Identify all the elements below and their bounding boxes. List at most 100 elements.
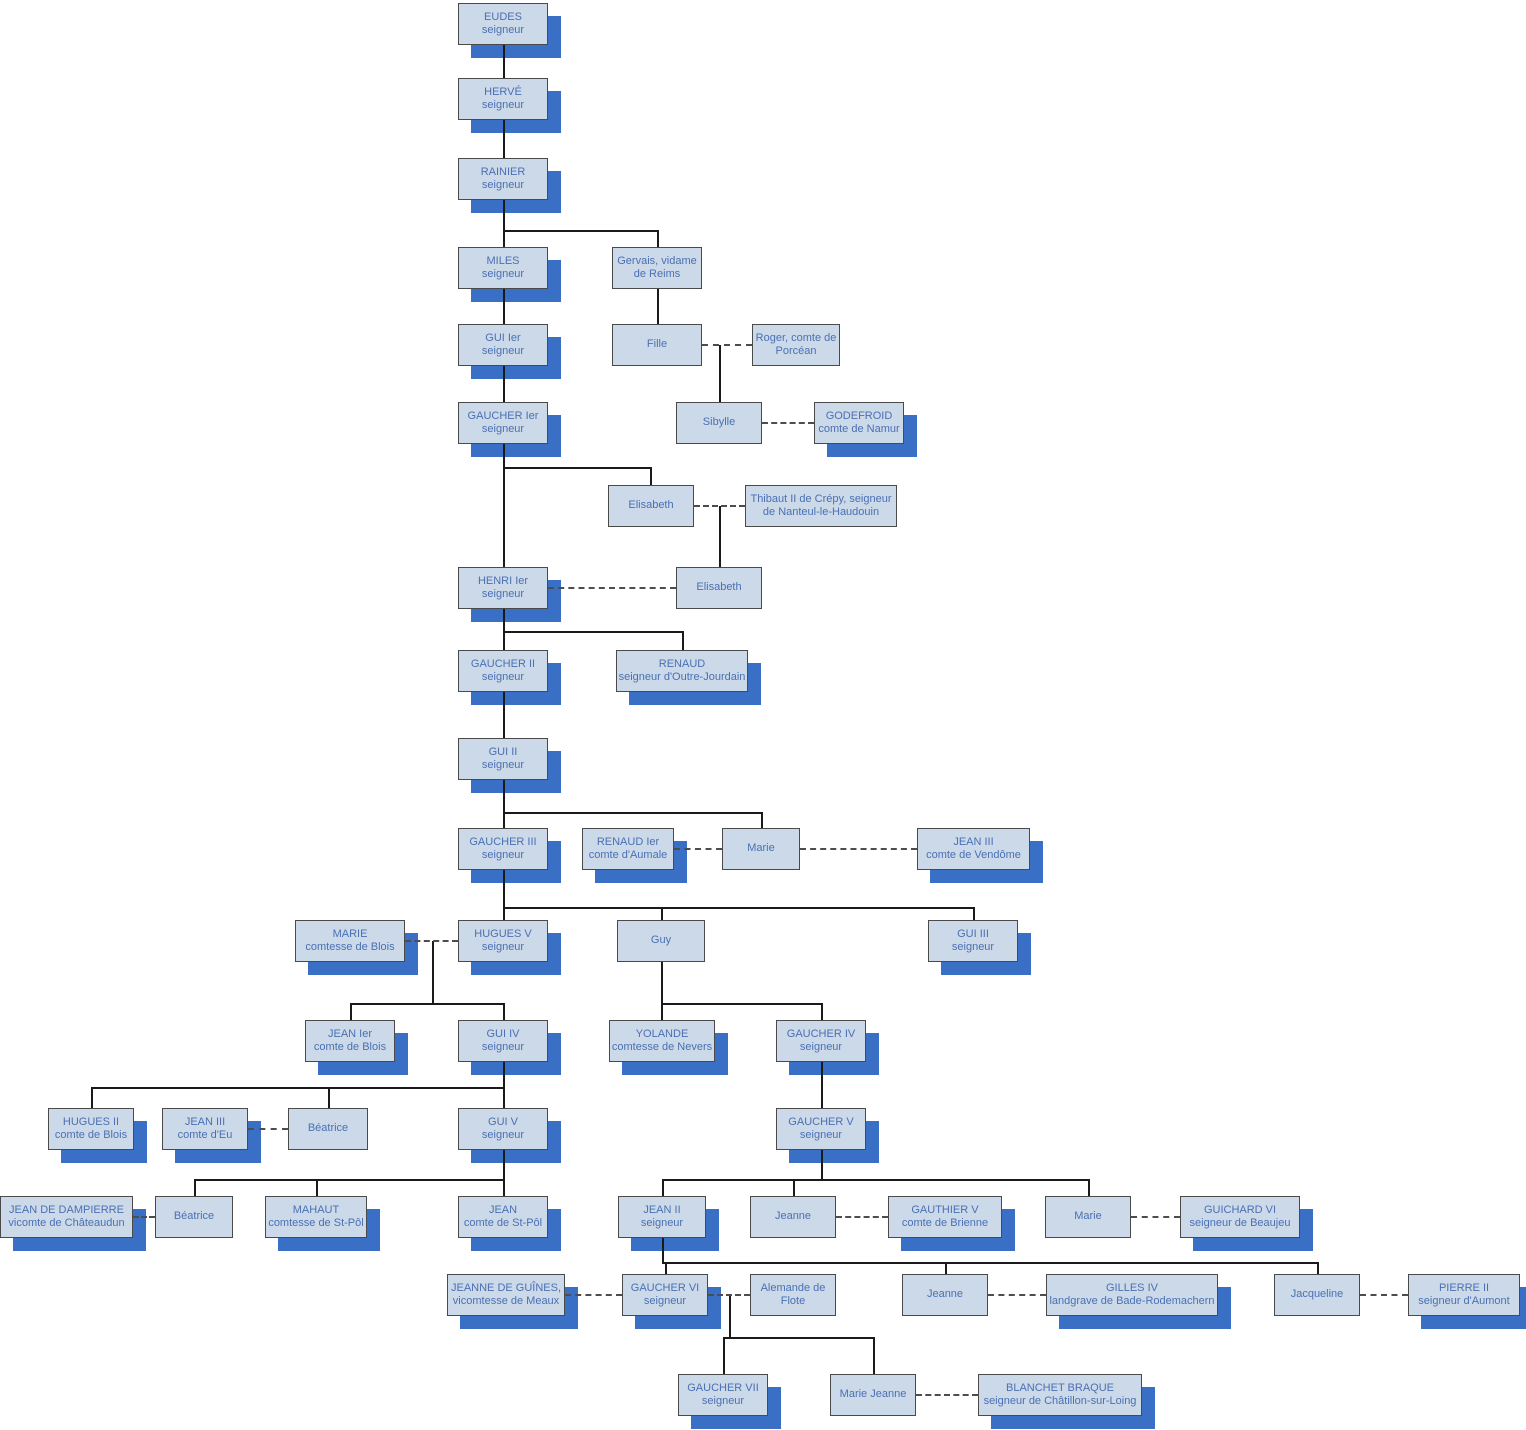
node-elisabeth-1: Elisabeth xyxy=(608,485,694,527)
node-mahaut-st-pol-label-1: comtesse de St-Pôl xyxy=(268,1217,364,1229)
node-jean-2-label-1: seigneur xyxy=(640,1217,684,1229)
node-gaucher-4-label-1: seigneur xyxy=(799,1041,843,1053)
node-roger-porcean: Roger, comte de Porcéan xyxy=(752,324,840,366)
connector-solid-34 xyxy=(91,1087,93,1108)
node-gilles-4-bade: GILLES IV landgrave de Bade-Rodemachern xyxy=(1046,1274,1218,1316)
node-henri-1er: HENRI Ier seigneur xyxy=(458,567,548,609)
node-beatrice-1: Béatrice xyxy=(288,1108,368,1150)
node-jean-1er-blois: JEAN Ier comte de Blois xyxy=(305,1020,395,1062)
node-gui-3: GUI III seigneur xyxy=(928,920,1018,962)
node-gaucher-2-label-0: GAUCHER II xyxy=(470,657,536,670)
node-guichard-6-beaujeu: GUICHARD VI seigneur de Beaujeu xyxy=(1180,1196,1300,1238)
node-blanchet-braque-label-0: BLANCHET BRAQUE xyxy=(1006,1381,1114,1394)
node-gui-4-label-0: GUI IV xyxy=(486,1027,520,1040)
node-gui-1er: GUI Ier seigneur xyxy=(458,324,548,366)
node-guy: Guy xyxy=(617,920,705,962)
node-thibaut-crepy-label-1: de Nanteul-le-Haudouin xyxy=(762,506,880,518)
connector-marriage-dashed-6 xyxy=(405,940,458,942)
node-jean-3-eu-label-0: JEAN III xyxy=(184,1115,226,1128)
node-beatrice-2: Béatrice xyxy=(155,1196,233,1238)
node-yolande-nevers: YOLANDE comtesse de Nevers xyxy=(609,1020,715,1062)
node-jean-3-eu-label-1: comte d'Eu xyxy=(177,1129,233,1141)
node-gui-2: GUI II seigneur xyxy=(458,738,548,780)
node-henri-1er-label-0: HENRI Ier xyxy=(477,574,529,587)
node-gaucher-2-label-1: seigneur xyxy=(481,671,525,683)
node-gilles-4-bade-label-1: landgrave de Bade-Rodemachern xyxy=(1049,1295,1215,1307)
node-marie-blois: MARIE comtesse de Blois xyxy=(295,920,405,962)
connector-solid-36 xyxy=(821,1062,823,1108)
connector-solid-14 xyxy=(503,631,682,633)
node-gervais-label-1: de Reims xyxy=(633,268,681,280)
connector-marriage-dashed-5 xyxy=(800,848,917,850)
node-godefroid-namur: GODEFROID comte de Namur xyxy=(814,402,904,444)
node-gaucher-7: GAUCHER VII seigneur xyxy=(678,1374,768,1416)
connector-solid-20 xyxy=(503,870,505,920)
connector-solid-37 xyxy=(503,1150,505,1196)
node-blanchet-braque: BLANCHET BRAQUE seigneur de Châtillon-sur… xyxy=(978,1374,1142,1416)
node-jeanne-guines: JEANNE DE GUÎNES, vicomtesse de Meaux xyxy=(447,1274,565,1316)
connector-solid-40 xyxy=(316,1179,318,1196)
connector-solid-52 xyxy=(723,1337,873,1339)
node-jean-1er-blois-label-1: comte de Blois xyxy=(313,1041,387,1053)
connector-solid-38 xyxy=(194,1179,503,1181)
node-gui-4: GUI IV seigneur xyxy=(458,1020,548,1062)
connector-marriage-dashed-12 xyxy=(708,1294,750,1296)
connector-solid-32 xyxy=(503,1062,505,1108)
connector-solid-49 xyxy=(945,1262,947,1274)
connector-solid-27 xyxy=(503,1003,505,1020)
node-alemande-flote-label-1: Flote xyxy=(780,1295,806,1307)
node-roger-porcean-label-0: Roger, comte de xyxy=(755,331,837,344)
node-gervais-label-0: Gervais, vidame xyxy=(617,254,697,267)
node-godefroid-namur-label-1: comte de Namur xyxy=(818,423,900,435)
node-gaucher-1er: GAUCHER Ier seigneur xyxy=(458,402,548,444)
node-renaud-1er-aumale: RENAUD Ier comte d'Aumale xyxy=(582,828,674,870)
node-rainier: RAINIER seigneur xyxy=(458,158,548,200)
connector-marriage-dashed-10 xyxy=(1131,1216,1180,1218)
connector-solid-12 xyxy=(719,506,721,567)
node-jean-3-vendome: JEAN III comte de Vendôme xyxy=(917,828,1030,870)
connector-solid-10 xyxy=(503,467,650,469)
node-marie-jeanne-label-0: Marie Jeanne xyxy=(839,1388,907,1401)
node-gaucher-7-label-1: seigneur xyxy=(701,1395,745,1407)
node-guichard-6-beaujeu-label-0: GUICHARD VI xyxy=(1203,1203,1277,1216)
node-jeanne-guines-label-1: vicomtesse de Meaux xyxy=(452,1295,560,1307)
node-gaucher-2: GAUCHER II seigneur xyxy=(458,650,548,692)
connector-marriage-dashed-7 xyxy=(248,1128,288,1130)
node-gauthier-5-brienne-label-0: GAUTHIER V xyxy=(911,1203,979,1216)
connector-marriage-dashed-1 xyxy=(762,422,814,424)
connector-solid-8 xyxy=(503,366,505,402)
node-gui-3-label-0: GUI III xyxy=(957,927,989,940)
node-jean-st-pol-label-1: comte de St-Pôl xyxy=(463,1217,543,1229)
connector-solid-44 xyxy=(793,1179,795,1196)
node-hugues-5-label-0: HUGUES V xyxy=(474,927,532,940)
node-gaucher-5-label-1: seigneur xyxy=(799,1129,843,1141)
node-jean-st-pol: JEAN comte de St-Pôl xyxy=(458,1196,548,1238)
node-gaucher-3-label-0: GAUCHER III xyxy=(469,835,537,848)
node-gaucher-4: GAUCHER IV seigneur xyxy=(776,1020,866,1062)
connector-solid-2 xyxy=(503,200,505,247)
node-gaucher-3: GAUCHER III seigneur xyxy=(458,828,548,870)
node-gaucher-7-label-0: GAUCHER VII xyxy=(687,1381,759,1394)
connector-solid-17 xyxy=(503,780,505,828)
node-jacqueline-label-0: Jacqueline xyxy=(1290,1288,1344,1301)
node-sibylle-label-0: Sibylle xyxy=(702,416,736,429)
node-jeanne-2-label-0: Jeanne xyxy=(926,1288,964,1301)
node-gaucher-6: GAUCHER VI seigneur xyxy=(622,1274,708,1316)
connector-marriage-dashed-14 xyxy=(1360,1294,1408,1296)
connector-marriage-dashed-13 xyxy=(988,1294,1046,1296)
node-hugues-5-label-1: seigneur xyxy=(481,941,525,953)
node-jean-dampierre: JEAN DE DAMPIERRE vicomte de Châteaudun xyxy=(0,1196,133,1238)
node-mahaut-st-pol: MAHAUT comtesse de St-Pôl xyxy=(265,1196,367,1238)
connector-solid-11 xyxy=(650,467,652,485)
connector-solid-3 xyxy=(503,230,657,232)
connector-solid-45 xyxy=(1088,1179,1090,1196)
connector-marriage-dashed-4 xyxy=(674,848,722,850)
connector-solid-7 xyxy=(719,345,721,402)
node-jean-dampierre-label-1: vicomte de Châteaudun xyxy=(8,1217,125,1229)
node-gaucher-6-label-1: seigneur xyxy=(643,1295,687,1307)
node-gui-1er-label-1: seigneur xyxy=(481,345,525,357)
node-renaud-1er-aumale-label-0: RENAUD Ier xyxy=(596,835,660,848)
node-elisabeth-2-label-0: Elisabeth xyxy=(696,581,742,594)
